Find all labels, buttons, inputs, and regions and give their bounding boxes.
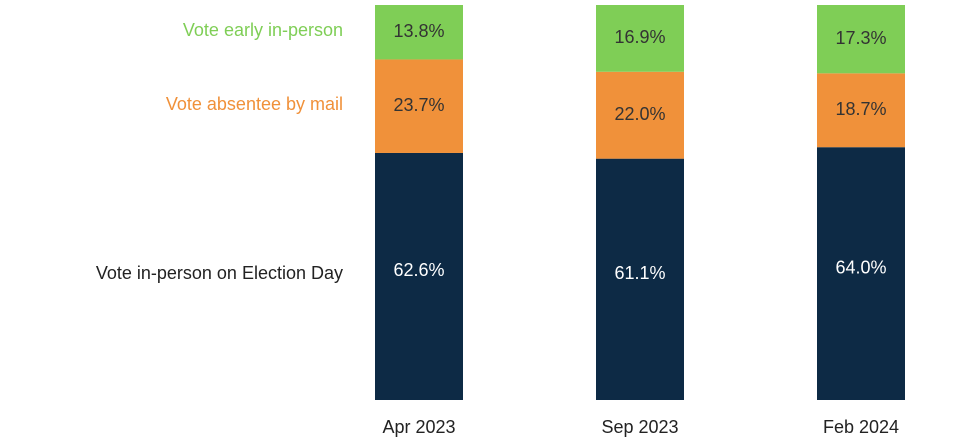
value-label: 64.0% xyxy=(835,257,886,277)
value-label: 18.7% xyxy=(835,99,886,119)
x-tick-label: Sep 2023 xyxy=(601,417,678,437)
value-label: 61.1% xyxy=(614,263,665,283)
bar-segment xyxy=(817,73,905,148)
x-tick-label: Feb 2024 xyxy=(823,417,899,437)
value-label: 16.9% xyxy=(614,27,665,47)
value-label: 22.0% xyxy=(614,104,665,124)
x-tick-label: Apr 2023 xyxy=(382,417,455,437)
bar-segment xyxy=(375,59,463,153)
bar-segment xyxy=(596,71,684,159)
bar-segment xyxy=(375,5,463,60)
bar-segment xyxy=(596,158,684,400)
value-label: 23.7% xyxy=(393,95,444,115)
bar-segment xyxy=(596,5,684,72)
bar-segment xyxy=(817,147,905,400)
value-label: 62.6% xyxy=(393,260,444,280)
bar-segment xyxy=(817,5,905,74)
bar-segment xyxy=(375,152,463,400)
legend-label: Vote absentee by mail xyxy=(166,94,343,114)
value-label: 13.8% xyxy=(393,21,444,41)
legend-label: Vote in-person on Election Day xyxy=(96,263,343,283)
legend-label: Vote early in-person xyxy=(183,20,343,40)
value-label: 17.3% xyxy=(835,28,886,48)
